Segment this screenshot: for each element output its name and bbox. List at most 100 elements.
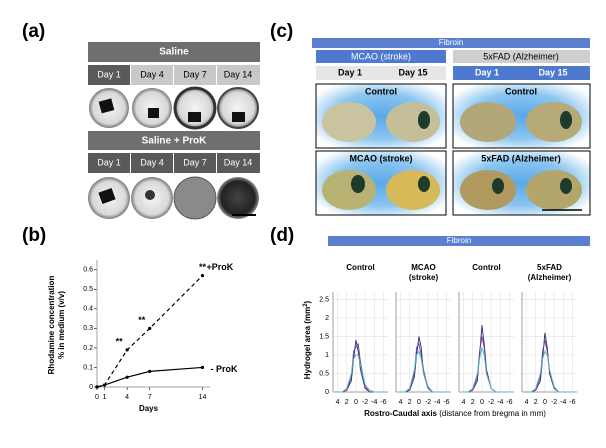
hydrogel bbox=[418, 111, 430, 129]
y-axis-label: Rhodamine concentration bbox=[47, 276, 56, 375]
series-line bbox=[400, 342, 447, 393]
well bbox=[173, 86, 217, 130]
annotation: ** bbox=[138, 315, 146, 325]
panel-label: (b) bbox=[22, 225, 46, 246]
hydrogel bbox=[188, 112, 201, 122]
day-label: Day 1 bbox=[338, 67, 362, 77]
label-part: Rostro-Caudal axis bbox=[364, 409, 437, 418]
y-tick-label: 1 bbox=[325, 352, 329, 359]
y-tick-label: 0.5 bbox=[83, 286, 93, 293]
x-tick-label: 4 bbox=[125, 394, 129, 401]
day-label: Day 15 bbox=[538, 67, 567, 77]
day-cell bbox=[174, 153, 216, 173]
series-line bbox=[337, 354, 384, 393]
x-tick-label: 14 bbox=[199, 394, 207, 401]
x-tick-label: -6 bbox=[380, 399, 386, 406]
chart-title: 5xFAD bbox=[537, 263, 562, 272]
x-tick-label: -6 bbox=[569, 399, 575, 406]
data-point bbox=[95, 385, 99, 389]
model-header bbox=[316, 50, 446, 63]
row-label: Control bbox=[505, 86, 537, 96]
x-tick-label: 4 bbox=[525, 399, 529, 406]
label-part: ) bbox=[303, 300, 312, 303]
group-title: Saline + ProK bbox=[142, 136, 208, 147]
y-axis-label: Hydrogel area (mm2) bbox=[303, 300, 313, 379]
x-tick-label: -4 bbox=[560, 399, 566, 406]
chart: 4 2 0 -2 -4 -6 MCAO(stroke) bbox=[395, 263, 451, 406]
title-bar bbox=[328, 236, 590, 246]
y-tick-label: 0 bbox=[325, 389, 329, 396]
brain-slice bbox=[386, 102, 440, 142]
data-point bbox=[125, 375, 129, 379]
day-cell bbox=[88, 153, 130, 173]
data-point bbox=[200, 365, 205, 370]
day-label: Day 4 bbox=[140, 69, 164, 79]
y-tick-label: 0.6 bbox=[83, 267, 93, 274]
series-line bbox=[463, 325, 510, 393]
panel-c: Fibroin MCAO (stroke) 5xFAD (Alzheimer) … bbox=[312, 38, 591, 216]
day-cell bbox=[217, 153, 260, 173]
label-part: (distance from bregma in mm) bbox=[439, 409, 546, 418]
data-point bbox=[125, 348, 129, 352]
data-point bbox=[102, 383, 107, 387]
x-tick-label: 4 bbox=[399, 399, 403, 406]
series-line bbox=[526, 332, 573, 393]
y-tick-label: 2 bbox=[325, 315, 329, 322]
row-label: Control bbox=[365, 86, 397, 96]
x-tick-label: 4 bbox=[336, 399, 340, 406]
data-point bbox=[200, 274, 205, 278]
series-line bbox=[463, 347, 510, 393]
day-cell bbox=[174, 65, 216, 85]
series-line bbox=[526, 340, 573, 393]
day-label: Day 7 bbox=[183, 69, 207, 79]
x-axis-label: Days bbox=[139, 404, 159, 413]
y-axis-label: % in medium (v/v) bbox=[57, 291, 66, 359]
well bbox=[173, 176, 217, 220]
brain-slice bbox=[322, 102, 376, 142]
x-tick-label: 4 bbox=[462, 399, 466, 406]
x-tick-label: 2 bbox=[471, 399, 475, 406]
y-tick-label: 0.1 bbox=[83, 364, 93, 371]
x-tick-label: 1 bbox=[103, 394, 107, 401]
y-tick-label: 0.3 bbox=[83, 325, 93, 332]
x-axis-label: Rostro-Caudal axis (distance from bregma… bbox=[364, 409, 546, 418]
x-tick-label: -6 bbox=[443, 399, 449, 406]
hydrogel bbox=[492, 178, 504, 194]
group-title: Saline bbox=[159, 47, 189, 58]
y-tick-label: 0 bbox=[89, 384, 93, 391]
panel-a: Saline Day 1 Day 4 Day 7 Day 14 Saline +… bbox=[88, 42, 260, 220]
x-tick-label: -6 bbox=[506, 399, 512, 406]
model-name: MCAO (stroke) bbox=[351, 51, 411, 61]
hydrogel bbox=[148, 108, 159, 118]
y-tick-label: 2.5 bbox=[319, 296, 329, 303]
day-cell bbox=[131, 153, 173, 173]
brain-slice bbox=[386, 170, 440, 210]
day-label: Day 4 bbox=[140, 157, 164, 167]
well bbox=[217, 87, 259, 129]
hydrogel bbox=[98, 98, 115, 114]
x-tick-label: -4 bbox=[371, 399, 377, 406]
x-tick-label: 0 bbox=[543, 399, 547, 406]
data-point bbox=[148, 369, 152, 373]
hydrogel bbox=[351, 175, 365, 193]
panel-label: (a) bbox=[22, 21, 45, 42]
day-label: Day 7 bbox=[183, 157, 207, 167]
y-tick-label: 0.4 bbox=[83, 306, 93, 313]
x-tick-label: 0 bbox=[417, 399, 421, 406]
chart-title: Control bbox=[472, 263, 500, 272]
x-tick-label: -2 bbox=[425, 399, 431, 406]
panel-label: (c) bbox=[270, 21, 293, 42]
x-tick-label: -2 bbox=[551, 399, 557, 406]
x-tick-label: 0 bbox=[354, 399, 358, 406]
x-tick-label: 0 bbox=[480, 399, 484, 406]
series-line bbox=[400, 336, 447, 393]
hydrogel bbox=[418, 176, 430, 192]
series-label: - ProK bbox=[210, 364, 238, 374]
series-label: +ProK bbox=[206, 262, 233, 272]
brain-slice bbox=[460, 102, 516, 142]
hydrogel bbox=[560, 111, 572, 129]
brain-slice bbox=[322, 170, 376, 210]
x-tick-label: 2 bbox=[408, 399, 412, 406]
panel-label: (d) bbox=[270, 225, 294, 246]
